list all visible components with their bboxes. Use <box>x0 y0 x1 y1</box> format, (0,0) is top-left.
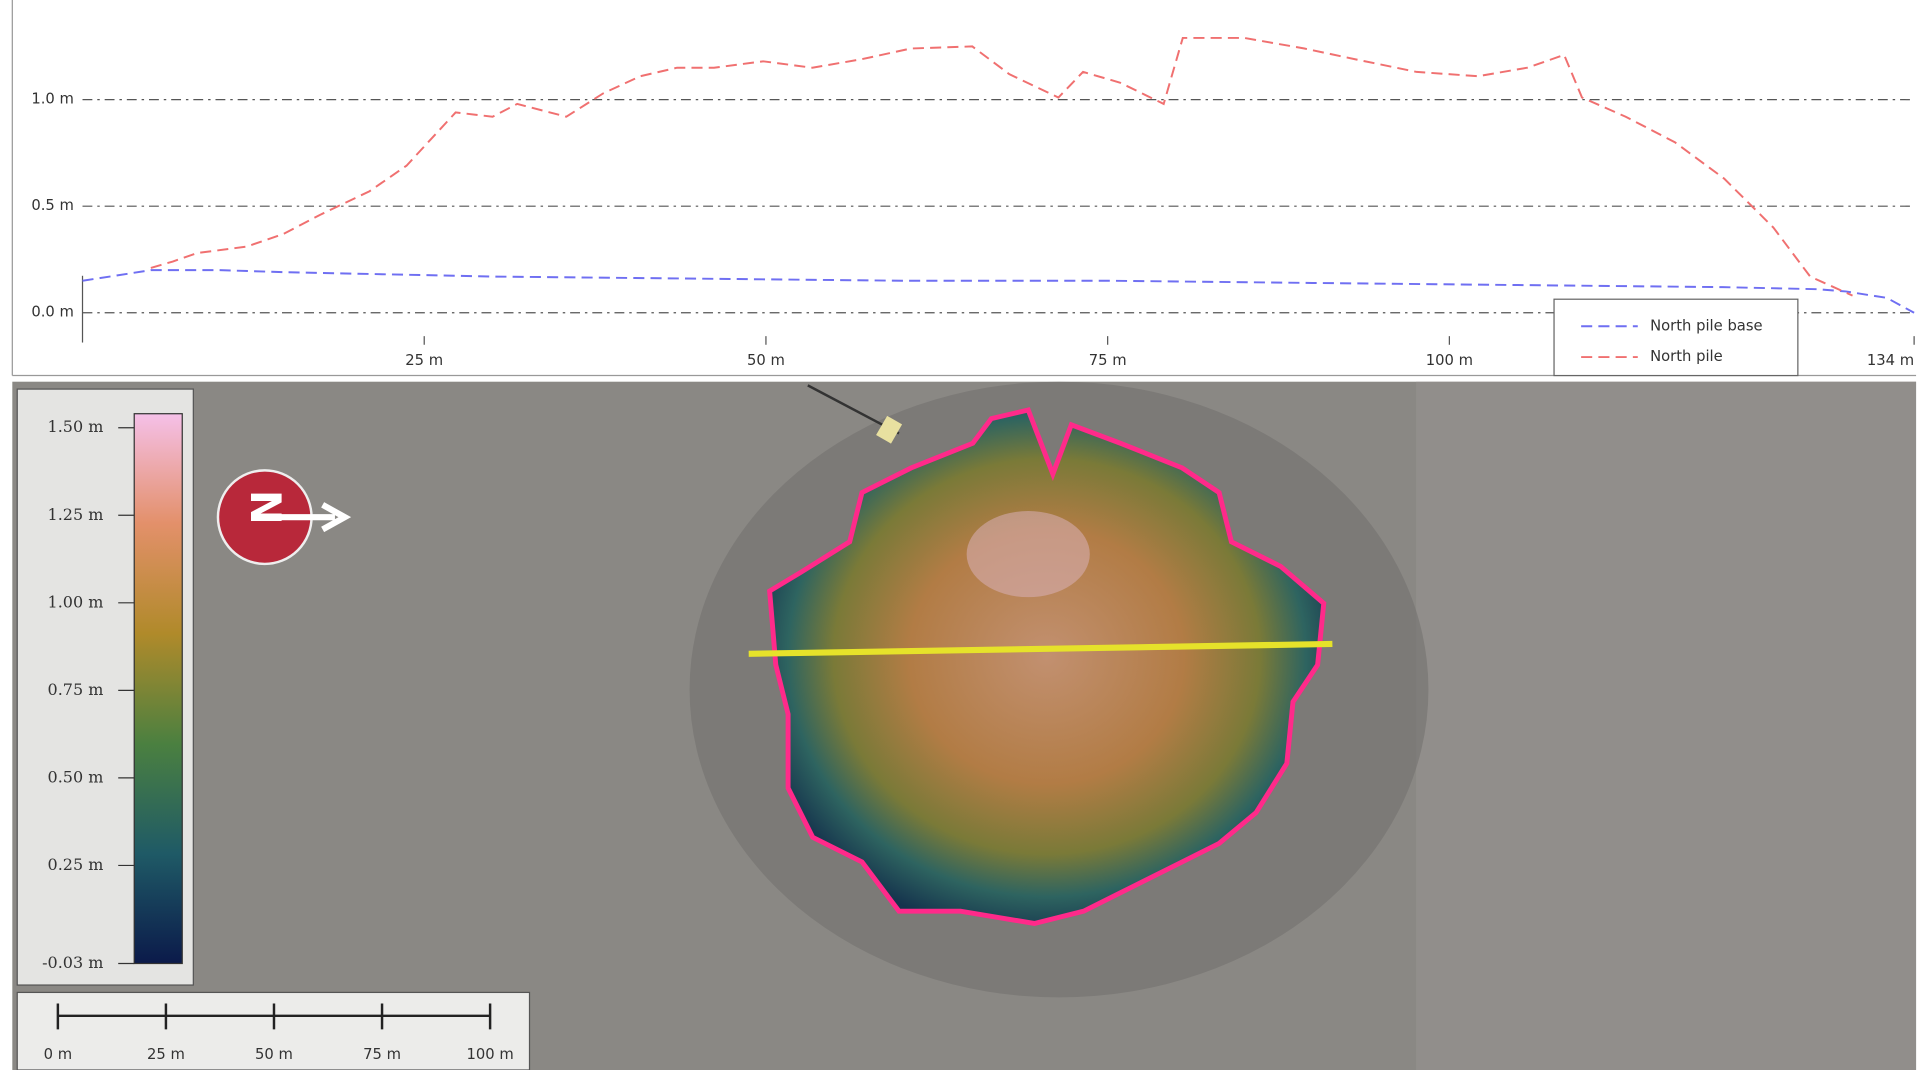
x-tick-label: 25 m <box>405 352 443 369</box>
x-tick-label: 134 m <box>1867 352 1914 369</box>
scale-tick-label: 75 m <box>363 1046 401 1063</box>
colorbar-tick-label: 0.25 m <box>48 855 104 874</box>
x-tick-label: 100 m <box>1426 352 1473 369</box>
y-tick-label: 0.5 m <box>31 197 74 214</box>
legend-label: North pile base <box>1650 317 1763 334</box>
map-view: N 1.50 m 1.25 m 1.00 m 0.75 m 0.50 m 0.25 m -0… <box>12 382 1916 1070</box>
y-tick-label: 0.0 m <box>31 304 74 321</box>
screenshot: 0.0 m 0.5 m 1.0 m 25 m 50 m 75 m 100 m 134 m Nor… <box>0 0 1921 1070</box>
colorbar-tick-label: 0.75 m <box>48 680 104 699</box>
scale-tick-label: 100 m <box>466 1046 513 1063</box>
scale-tick-label: 25 m <box>147 1046 185 1063</box>
legend-label: North pile <box>1650 348 1723 365</box>
colorbar-tick-label: 0.50 m <box>48 767 104 786</box>
colorbar-tick-label: -0.03 m <box>42 953 103 972</box>
x-tick-label: 50 m <box>747 352 785 369</box>
x-tick-label: 75 m <box>1089 352 1127 369</box>
colorbar-tick-label: 1.00 m <box>48 592 104 611</box>
north-label: N <box>241 490 290 525</box>
scale-tick-label: 50 m <box>255 1046 293 1063</box>
colorbar <box>134 414 182 964</box>
colorbar-tick-label: 1.25 m <box>48 505 104 524</box>
scale-tick-label: 0 m <box>44 1046 72 1063</box>
colorbar-tick-label: 1.50 m <box>48 417 104 436</box>
y-tick-label: 1.0 m <box>31 91 74 108</box>
pile-summit <box>967 511 1090 597</box>
page: {"chart_data": {"type": "line", "xlim": … <box>0 0 1921 1070</box>
aerial-texture <box>1416 382 1916 1070</box>
